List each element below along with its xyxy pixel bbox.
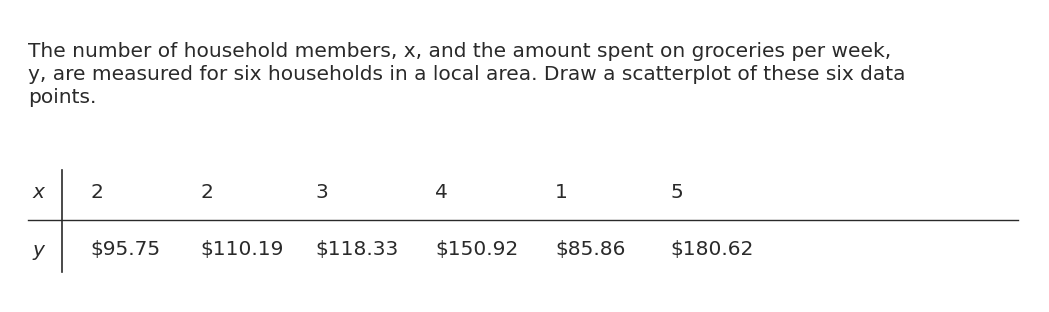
Text: points.: points. <box>28 88 97 107</box>
Text: $150.92: $150.92 <box>435 241 518 260</box>
Text: 4: 4 <box>435 183 448 202</box>
Text: y, are measured for six households in a local area. Draw a scatterplot of these : y, are measured for six households in a … <box>28 65 905 84</box>
Text: $180.62: $180.62 <box>670 241 753 260</box>
Text: x: x <box>33 183 45 202</box>
Text: $85.86: $85.86 <box>555 241 625 260</box>
Text: 1: 1 <box>555 183 568 202</box>
Text: y: y <box>33 241 45 260</box>
Text: 2: 2 <box>90 183 103 202</box>
Text: 3: 3 <box>315 183 327 202</box>
Text: $110.19: $110.19 <box>200 241 283 260</box>
Text: 2: 2 <box>200 183 213 202</box>
Text: 5: 5 <box>670 183 683 202</box>
Text: The number of household members, x, and the amount spent on groceries per week,: The number of household members, x, and … <box>28 42 892 61</box>
Text: $95.75: $95.75 <box>90 241 160 260</box>
Text: $118.33: $118.33 <box>315 241 399 260</box>
